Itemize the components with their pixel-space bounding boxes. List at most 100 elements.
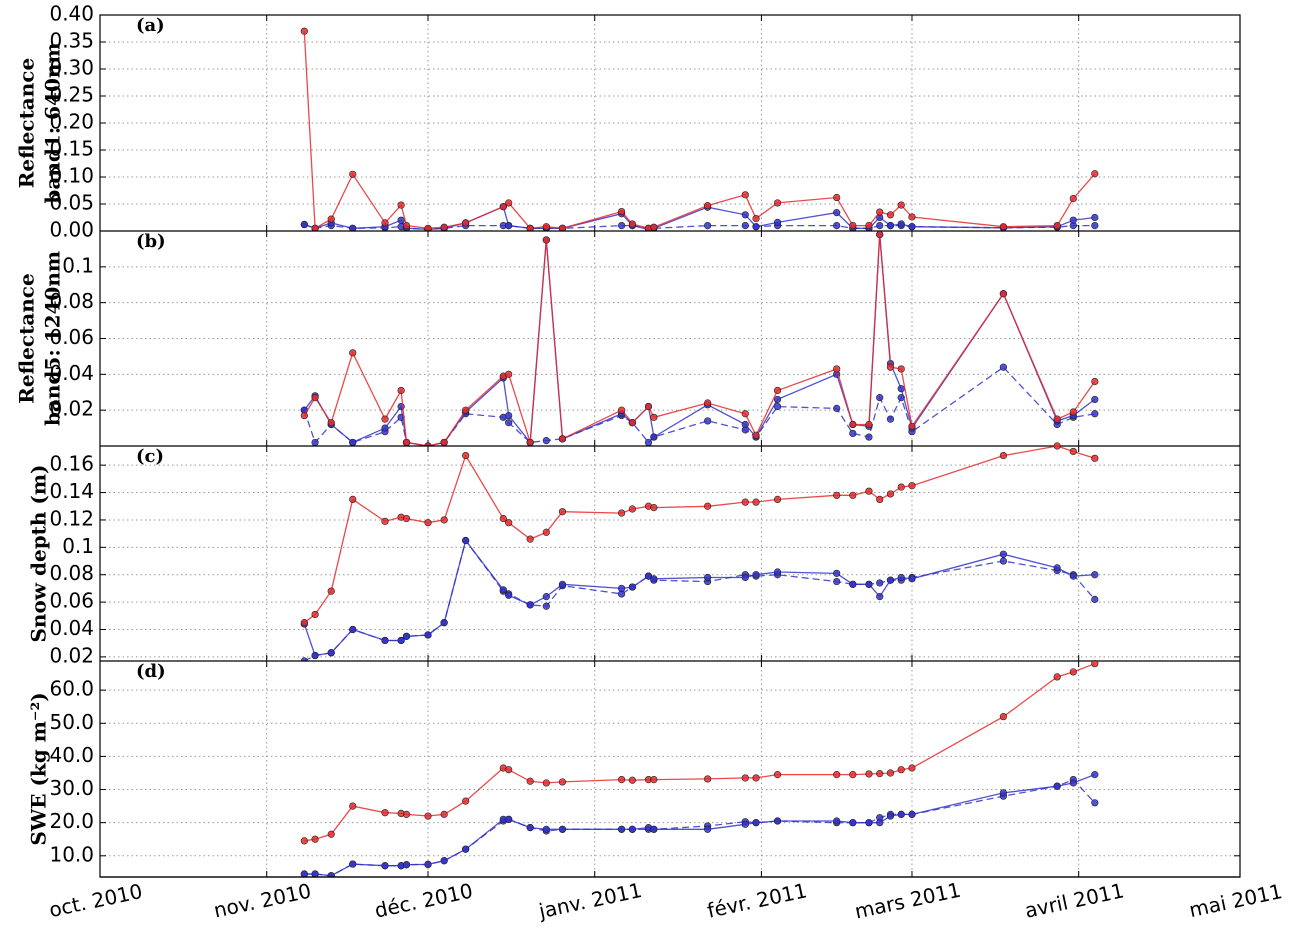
data-point — [300, 27, 308, 35]
data-point — [865, 819, 873, 827]
data-point — [462, 451, 470, 460]
data-point — [402, 514, 411, 523]
data-point — [752, 223, 760, 231]
data-point — [558, 580, 567, 588]
data-point — [849, 222, 857, 230]
x-tick-label: déc. 2010 — [372, 878, 474, 922]
y-tick-label: 0.35 — [49, 29, 94, 53]
plot-area — [300, 442, 1099, 661]
data-point — [833, 193, 841, 202]
data-point — [440, 438, 448, 446]
y-tick-label: 0.40 — [49, 2, 94, 26]
data-point — [908, 810, 916, 818]
data-point — [773, 495, 782, 504]
data-point — [752, 571, 760, 579]
data-point — [349, 625, 357, 634]
data-point — [999, 789, 1007, 797]
data-point — [773, 771, 782, 779]
data-point — [650, 776, 658, 784]
data-point — [897, 385, 905, 393]
data-point — [628, 825, 636, 833]
data-point — [741, 191, 749, 199]
data-point — [876, 495, 884, 504]
data-point — [833, 771, 841, 779]
data-point — [1053, 222, 1061, 230]
y-tick-label: 40.0 — [49, 743, 94, 767]
data-point — [833, 817, 841, 825]
data-point — [402, 222, 411, 230]
y-tick-label: 0.12 — [49, 506, 94, 530]
data-point — [704, 573, 712, 582]
x-tick-label: janv. 2011 — [536, 878, 644, 923]
data-point — [327, 215, 335, 223]
data-point — [773, 817, 782, 825]
y-axis-label: SWE (kg m⁻²) — [27, 692, 51, 845]
data-point — [773, 395, 782, 404]
data-point — [397, 216, 405, 224]
data-point — [440, 810, 448, 818]
data-point — [462, 406, 470, 414]
data-point — [876, 208, 884, 216]
y-axis-label: Reflectance — [15, 273, 39, 403]
data-point — [1053, 415, 1061, 423]
data-point — [397, 636, 405, 645]
data-point — [618, 406, 626, 414]
data-point — [752, 819, 760, 827]
series-line — [303, 445, 1095, 624]
data-point — [349, 170, 357, 178]
y-tick-label: 20.0 — [49, 809, 94, 833]
data-point — [908, 575, 916, 583]
data-point — [505, 591, 513, 599]
data-point — [773, 402, 782, 411]
data-point — [424, 519, 432, 527]
data-point — [499, 586, 507, 594]
data-point — [311, 651, 319, 660]
data-point — [908, 223, 916, 231]
data-point — [526, 224, 534, 231]
data-point — [462, 219, 470, 227]
data-point — [349, 802, 357, 810]
y-axis-label: band1: 640nm — [41, 42, 65, 203]
data-point — [628, 220, 636, 228]
data-point — [440, 857, 448, 865]
data-point — [650, 825, 658, 833]
data-point — [897, 365, 905, 373]
series-line — [303, 234, 1096, 446]
data-point — [1069, 195, 1077, 203]
data-point — [897, 573, 905, 582]
data-point — [440, 223, 448, 231]
data-point — [886, 363, 895, 371]
data-point — [300, 657, 308, 661]
data-point — [644, 438, 653, 446]
data-point — [886, 211, 895, 219]
y-tick-label: 50.0 — [49, 710, 94, 734]
data-point — [849, 819, 857, 827]
data-point — [349, 349, 357, 357]
y-tick-label: 0.15 — [49, 137, 94, 161]
y-tick-label: 0.14 — [49, 479, 94, 503]
data-point — [327, 419, 335, 427]
y-tick-label: 60.0 — [49, 677, 94, 701]
data-point — [542, 779, 550, 787]
data-point — [752, 498, 760, 506]
data-point — [526, 777, 534, 785]
data-point — [381, 862, 389, 870]
y-tick-label: 0.04 — [49, 361, 94, 385]
data-point — [773, 218, 782, 226]
data-point — [1091, 595, 1099, 603]
data-point — [462, 845, 470, 853]
data-point — [1091, 395, 1099, 404]
data-point — [618, 222, 626, 230]
data-point — [865, 770, 873, 778]
data-point — [618, 509, 626, 517]
data-point — [311, 394, 319, 402]
data-point — [849, 491, 857, 499]
data-point — [300, 837, 308, 845]
data-point — [628, 505, 636, 513]
data-point — [886, 769, 895, 777]
y-tick-label: 30.0 — [49, 776, 94, 800]
data-point — [526, 438, 534, 446]
y-axis-label: Reflectance — [15, 58, 39, 188]
data-point — [773, 199, 782, 207]
y-tick-label: 0.25 — [49, 83, 94, 107]
